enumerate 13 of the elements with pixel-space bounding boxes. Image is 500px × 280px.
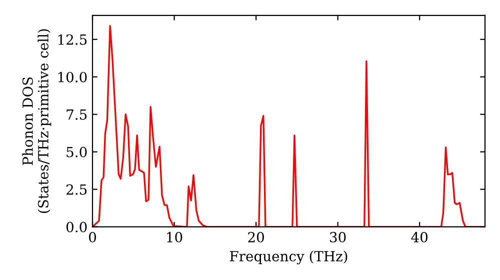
x-tick-label: 20 <box>248 232 264 242</box>
y-tick-label: 0.0 <box>66 222 87 232</box>
y-tick-label: 2.5 <box>66 184 87 195</box>
x-axis-title: Frequency (THz) <box>230 250 348 264</box>
y-tick-label: 10.0 <box>58 72 87 82</box>
x-tick-label: 30 <box>330 232 346 242</box>
y-tick-label: 12.5 <box>58 34 87 45</box>
y-tick-label: 7.5 <box>66 110 87 120</box>
y-tick-label: 5.0 <box>66 146 87 158</box>
x-tick-label: 0 <box>88 232 96 242</box>
x-tick-label: 40 <box>411 232 428 242</box>
x-tick-label: 10 <box>167 232 182 242</box>
y-axis-title: Phonon DOS (States/THz·primitive cell) <box>22 29 52 213</box>
